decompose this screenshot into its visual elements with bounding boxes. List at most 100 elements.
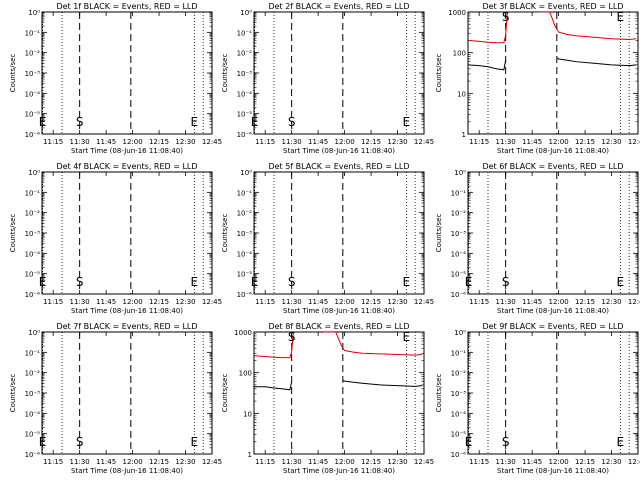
y-axis-label: Counts/sec xyxy=(221,214,229,253)
marker-label-e: E xyxy=(191,435,199,449)
y-tick-label: 10⁻⁶ xyxy=(451,451,467,459)
plot-frame xyxy=(253,171,425,295)
x-tick-label: 11:30 xyxy=(282,138,302,146)
x-tick-label: 12:00 xyxy=(122,298,142,306)
y-tick-label: 10⁻¹ xyxy=(25,349,41,357)
plot-title: Det 1f BLACK = Events, RED = LLD xyxy=(56,2,197,11)
marker-label-s: S xyxy=(76,435,84,449)
x-tick-label: 11:45 xyxy=(96,138,116,146)
y-tick-label: 1000 xyxy=(448,9,466,17)
x-tick-label: 12:30 xyxy=(601,138,621,146)
x-tick-label: 12:45 xyxy=(628,298,640,306)
y-tick-label: 10⁻¹ xyxy=(25,29,41,37)
events-series-line xyxy=(556,57,637,67)
plot-frame xyxy=(41,11,213,135)
x-tick-label: 11:30 xyxy=(496,298,516,306)
y-axis-label: Counts/sec xyxy=(221,54,229,93)
lld-series-line xyxy=(537,12,637,41)
marker-label-s: S xyxy=(288,275,296,289)
lld-series-line xyxy=(254,332,294,359)
x-tick-label: 12:00 xyxy=(122,138,142,146)
x-tick-label: 12:45 xyxy=(628,138,640,146)
plot-title: Det 8f BLACK = Events, RED = LLD xyxy=(268,322,409,331)
y-tick-label: 10⁻² xyxy=(25,370,41,378)
y-tick-label: 10⁻⁶ xyxy=(237,131,253,139)
x-tick-label: 12:15 xyxy=(149,298,169,306)
plot-title: Det 4f BLACK = Events, RED = LLD xyxy=(56,162,197,171)
y-tick-label: 10⁻⁴ xyxy=(25,90,41,98)
lld-series-line xyxy=(323,332,423,356)
y-tick-label: 100 xyxy=(453,50,466,58)
x-axis-label: Start Time (08-Jun-16 11:08:40) xyxy=(497,147,609,155)
x-axis-label: Start Time (08-Jun-16 11:08:40) xyxy=(497,467,609,475)
y-axis-label: Counts/sec xyxy=(9,374,17,413)
x-tick-label: 11:45 xyxy=(522,138,542,146)
detector-panel-2: Det 2f BLACK = Events, RED = LLD 11:15 11:… xyxy=(221,2,434,155)
plot-title: Det 5f BLACK = Events, RED = LLD xyxy=(268,162,409,171)
x-tick-label: 12:15 xyxy=(149,138,169,146)
marker-label-e: E xyxy=(465,275,473,289)
y-tick-label: 10⁻⁵ xyxy=(451,271,467,279)
x-axis-label: Start Time (08-Jun-16 11:08:40) xyxy=(71,147,183,155)
plot-frame xyxy=(41,171,213,295)
marker-label-s: S xyxy=(502,10,510,24)
marker-label-e: E xyxy=(403,115,411,129)
x-tick-label: 11:45 xyxy=(522,298,542,306)
y-tick-label: 10⁻¹ xyxy=(451,189,467,197)
marker-label-e: E xyxy=(251,115,259,129)
plot-frame xyxy=(467,11,639,135)
x-axis-label: Start Time (08-Jun-16 11:08:40) xyxy=(71,307,183,315)
y-tick-label: 10⁻² xyxy=(237,50,253,58)
plot-frame xyxy=(41,331,213,455)
y-tick-label: 10⁻³ xyxy=(451,230,467,238)
y-tick-label: 10⁻³ xyxy=(25,70,41,78)
marker-label-e: E xyxy=(617,435,625,449)
x-tick-label: 11:15 xyxy=(255,298,275,306)
y-tick-label: 10⁻⁴ xyxy=(451,410,467,418)
x-tick-label: 12:30 xyxy=(387,458,407,466)
x-tick-label: 11:15 xyxy=(43,458,63,466)
x-tick-label: 12:45 xyxy=(414,458,434,466)
detector-panel-7: Det 7f BLACK = Events, RED = LLD 11:15 11:… xyxy=(9,322,222,475)
y-axis-label: Counts/sec xyxy=(435,374,443,413)
y-tick-label: 1000 xyxy=(234,329,252,337)
y-tick-label: 10⁻¹ xyxy=(25,189,41,197)
plot-title: Det 7f BLACK = Events, RED = LLD xyxy=(56,322,197,331)
x-tick-label: 12:00 xyxy=(548,458,568,466)
plot-title: Det 9f BLACK = Events, RED = LLD xyxy=(482,322,623,331)
x-axis-label: Start Time (08-Jun-16 11:08:40) xyxy=(497,307,609,315)
x-axis-label: Start Time (08-Jun-16 11:08:40) xyxy=(71,467,183,475)
y-tick-label: 10⁻¹ xyxy=(237,189,253,197)
marker-label-e: E xyxy=(465,435,473,449)
marker-label-e: E xyxy=(39,115,47,129)
y-tick-label: 10⁻² xyxy=(451,370,467,378)
x-tick-label: 11:15 xyxy=(469,138,489,146)
y-tick-label: 10⁻⁴ xyxy=(237,90,253,98)
plot-frame xyxy=(253,331,425,455)
x-tick-label: 12:30 xyxy=(175,298,195,306)
plot-title: Det 6f BLACK = Events, RED = LLD xyxy=(482,162,623,171)
y-tick-label: 10⁻⁶ xyxy=(25,291,41,299)
detector-panel-4: Det 4f BLACK = Events, RED = LLD 11:15 11:… xyxy=(9,162,222,315)
marker-label-s: S xyxy=(288,115,296,129)
x-tick-label: 12:15 xyxy=(361,458,381,466)
detector-panel-8: Det 8f BLACK = Events, RED = LLD 11:15 11:… xyxy=(221,322,434,475)
y-tick-label: 10⁻¹ xyxy=(237,29,253,37)
y-tick-label: 10⁰ xyxy=(28,329,40,337)
x-tick-label: 11:45 xyxy=(96,458,116,466)
y-tick-label: 10⁻⁵ xyxy=(451,431,467,439)
x-tick-label: 11:30 xyxy=(70,298,90,306)
marker-label-e: E xyxy=(39,275,47,289)
y-tick-label: 10⁻² xyxy=(237,210,253,218)
x-tick-label: 11:15 xyxy=(255,458,275,466)
y-tick-label: 10⁻⁴ xyxy=(25,250,41,258)
x-tick-label: 11:15 xyxy=(43,138,63,146)
x-tick-label: 12:30 xyxy=(175,138,195,146)
plot-frame xyxy=(467,171,639,295)
x-tick-label: 12:15 xyxy=(149,458,169,466)
events-series-line xyxy=(342,379,423,387)
plot-title: Det 3f BLACK = Events, RED = LLD xyxy=(482,2,623,11)
y-tick-label: 10⁰ xyxy=(28,9,40,17)
y-tick-label: 10⁻⁶ xyxy=(237,291,253,299)
